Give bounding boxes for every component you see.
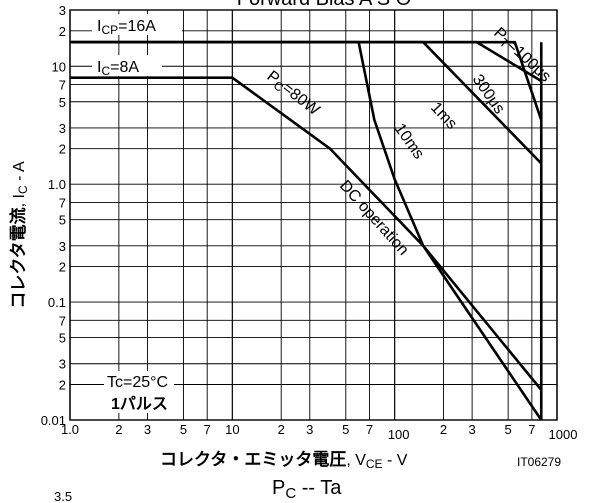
next-chart-tick: 3.5 — [54, 489, 72, 503]
y-tick-label: 7 — [59, 78, 66, 93]
y-tick-label: 2 — [59, 24, 66, 39]
x-tick-label: 5 — [180, 422, 187, 437]
pc-annotation: PC=80W — [262, 68, 324, 121]
next-chart-title: PC -- Ta — [272, 477, 342, 502]
pulse-label: 1パルス — [111, 395, 168, 413]
x-tick-label: 5 — [342, 422, 349, 437]
y-axis-label: コレクタ電流, IC - A — [8, 161, 30, 309]
series-line-0 — [70, 76, 543, 421]
x-tick-label: 7 — [366, 422, 373, 437]
y-tick-label: 3 — [59, 3, 66, 18]
x-tick-label: 2 — [115, 422, 122, 437]
y-tick-label: 5 — [59, 213, 66, 228]
x-tick-label: 7 — [204, 422, 211, 437]
series-group — [70, 40, 543, 421]
svg-text:IC=8A: IC=8A — [97, 59, 139, 78]
x-tick-label: 10 — [225, 422, 239, 437]
x-tick-label: 1.0 — [61, 422, 79, 437]
y-tick-label: 5 — [59, 331, 66, 346]
y-tick-label: 2 — [59, 142, 66, 157]
figure-id: IT06279 — [517, 455, 561, 469]
x-tick-label: 3 — [144, 422, 151, 437]
y-tick-label: 2 — [59, 260, 66, 275]
x-axis-label: コレクタ・エミッタ電圧, VCE - V — [160, 450, 408, 471]
svg-text:PC=80W: PC=80W — [262, 68, 323, 121]
x-tick-label: 3 — [306, 422, 313, 437]
y-tick-label: 1.0 — [48, 177, 66, 192]
x-tick-label: 2 — [440, 422, 447, 437]
icp-annotation: ICP=16A — [92, 14, 182, 37]
x-tick-label: 5 — [505, 422, 512, 437]
10ms-label: 10ms — [391, 121, 427, 163]
y-tick-label: 0.01 — [41, 413, 66, 428]
plot-frame — [69, 9, 558, 421]
tick-labels: 1.0 2 3 5 7 10 2 3 5 7 100 2 3 5 7 1000 3 2 10 7 5 3 2 1.0 7 5 3 2 0… — [41, 3, 578, 442]
x-tick-label: 2 — [278, 422, 285, 437]
ic-annotation: IC=8A — [92, 55, 162, 78]
y-tick-label: 3 — [59, 239, 66, 254]
y-tick-label: 0.1 — [48, 295, 66, 310]
x-tick-label: 3 — [469, 422, 476, 437]
series-line-4 — [70, 40, 543, 121]
y-tick-label: 2 — [59, 378, 66, 393]
x-tick-label: 7 — [528, 422, 535, 437]
tc-label: Tc=25°C — [107, 374, 168, 391]
chart-title: Forward Bias A S O — [237, 0, 412, 10]
y-tick-label: 7 — [59, 195, 66, 210]
y-tick-label: 5 — [59, 95, 66, 110]
x-tick-label: 1000 — [549, 427, 578, 442]
conditions: Tc=25°C 1パルス — [104, 371, 174, 413]
y-tick-label: 3 — [59, 357, 66, 372]
y-tick-label: 10 — [52, 59, 66, 74]
y-tick-label: 7 — [59, 313, 66, 328]
x-tick-label: 100 — [388, 427, 410, 442]
svg-text:ICP=16A: ICP=16A — [97, 18, 156, 37]
y-tick-label: 3 — [59, 121, 66, 136]
